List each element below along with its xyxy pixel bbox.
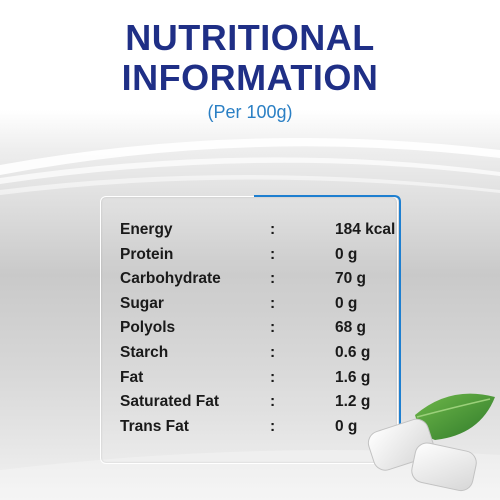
nutrient-label: Trans Fat [120, 417, 189, 435]
nutrient-label: Energy [120, 221, 173, 238]
nutrient-label: Protein [120, 245, 174, 263]
nutrition-row: Fat: 1.6 g [120, 369, 410, 391]
row-separator: : [270, 393, 276, 411]
nutrient-value: 68 g [335, 319, 367, 337]
nutrient-label: Saturated Fat [120, 393, 220, 411]
gum-pellets-with-mint-leaf-icon [367, 393, 495, 492]
row-separator: : [270, 319, 276, 337]
nutrition-row: Trans Fat: 0 g [120, 418, 410, 440]
nutrient-value: 0 g [335, 294, 358, 312]
nutrition-row: Carbohydrate: 70 g [120, 270, 410, 292]
nutrient-value: 1.2 g [335, 393, 371, 411]
nutrition-row: Sugar: 0 g [120, 295, 410, 317]
row-separator: : [270, 245, 276, 263]
nutrient-value: 1.6 g [335, 368, 371, 386]
nutrient-label: Sugar [120, 294, 164, 312]
nutrient-value: 70 g [335, 270, 367, 288]
row-separator: : [270, 417, 276, 435]
page-title: NUTRITIONAL INFORMATION [0, 18, 500, 98]
nutrient-value: 0.6 g [335, 344, 371, 361]
nutrition-row: Protein: 0 g [120, 246, 410, 268]
row-separator: : [270, 221, 276, 238]
title-line-1: NUTRITIONAL [125, 17, 375, 58]
nutrient-value: 184 kcal [335, 221, 396, 238]
title-line-2: INFORMATION [121, 57, 379, 98]
nutrient-label: Starch [120, 344, 169, 361]
nutrient-value: 0 g [335, 417, 358, 435]
row-separator: : [270, 294, 276, 312]
nutrition-row: Energy: 184 kcal [120, 221, 410, 243]
row-separator: : [270, 344, 276, 361]
subtitle: (Per 100g) [207, 102, 293, 122]
nutrition-row: Starch: 0.6 g [120, 344, 410, 366]
nutrition-row: Polyols: 68 g [120, 319, 410, 341]
panel-accent-border [254, 195, 401, 462]
row-separator: : [270, 368, 276, 386]
row-separator: : [270, 270, 276, 288]
nutrient-label: Polyols [120, 319, 176, 337]
nutrient-label: Fat [120, 368, 144, 386]
nutrient-value: 0 g [335, 245, 358, 263]
nutrient-label: Carbohydrate [120, 270, 221, 288]
nutrition-panel [100, 196, 398, 464]
nutrition-row: Saturated Fat: 1.2 g [120, 393, 410, 415]
